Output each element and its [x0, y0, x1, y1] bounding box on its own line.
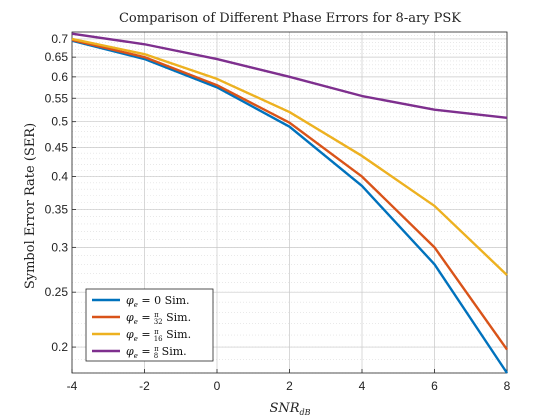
y-tick-label: 0.65 [45, 50, 69, 64]
y-tick-label: 0.3 [51, 240, 68, 254]
x-tick-label: 8 [504, 379, 511, 393]
y-tick-label: 0.45 [45, 141, 69, 155]
legend-fraction-num: π [154, 311, 159, 319]
legend-symbol: φ [126, 328, 134, 341]
legend-fraction-den: 16 [154, 335, 163, 343]
series-group [71, 32, 508, 374]
legend-subscript: e [134, 352, 138, 360]
x-tick-label: 2 [286, 379, 293, 393]
legend-subscript: e [134, 335, 138, 343]
legend-equals: = [138, 294, 154, 307]
x-tick-label: -2 [139, 379, 150, 393]
legend-subscript: e [134, 318, 138, 326]
series-line-2 [71, 38, 508, 351]
tick-labels: -4 -2 0 2 4 6 8 0.2 0.25 0.3 0.35 0.4 0.45 0.5 0.55 0.6… [45, 32, 511, 393]
y-tick-label: 0.2 [51, 340, 68, 354]
legend-equals: = [138, 345, 154, 358]
legend-fraction-num: π [154, 345, 159, 353]
chart-title: Comparison of Different Phase Errors for… [119, 11, 461, 26]
legend: φe = 0 Sim.φe = π 32 Sim.φe = π 16 Sim.φe … [85, 288, 214, 362]
legend-label: φe = π 16 Sim. [126, 328, 191, 343]
legend-entry: φe = π 32 Sim. [126, 311, 191, 326]
series-line-4 [71, 32, 508, 119]
y-tick-label: 0.25 [45, 285, 69, 299]
legend-symbol: φ [126, 311, 134, 324]
x-tick-label: 0 [214, 379, 221, 393]
legend-suffix: Sim. [158, 345, 186, 358]
x-axis-label: SNRdB [269, 401, 310, 417]
x-tick-label: 4 [359, 379, 366, 393]
y-axis-label: Symbol Error Rate (SER) [23, 123, 38, 289]
legend-equals: = [138, 328, 154, 341]
series-line-1 [71, 39, 508, 374]
legend-label: φe = π 32 Sim. [126, 311, 191, 326]
legend-symbol: φ [126, 345, 134, 358]
series-line-3 [71, 37, 508, 276]
legend-fraction-den: 8 [154, 352, 158, 360]
legend-value: 0 [154, 294, 161, 307]
x-axis-label-base: SNR [269, 401, 299, 416]
x-axis-label-subscript: dB [300, 408, 311, 417]
legend-fraction-num: π [154, 328, 159, 336]
y-tick-label: 0.6 [51, 70, 68, 84]
legend-equals: = [138, 311, 154, 324]
legend-fraction-den: 32 [154, 318, 163, 326]
legend-entry: φe = 0 Sim. [126, 294, 190, 309]
legend-symbol: φ [126, 294, 134, 307]
y-tick-label: 0.35 [45, 202, 69, 216]
y-tick-label: 0.5 [51, 115, 68, 129]
legend-subscript: e [134, 301, 138, 309]
y-tick-label: 0.7 [51, 32, 68, 46]
legend-label: φe = 0 Sim. [126, 294, 190, 309]
y-tick-label: 0.55 [45, 91, 69, 105]
legend-entry: φe = π 16 Sim. [126, 328, 191, 343]
x-tick-label: 6 [431, 379, 438, 393]
y-tick-label: 0.4 [51, 170, 68, 184]
legend-suffix: Sim. [163, 311, 191, 324]
x-tick-label: -4 [67, 379, 78, 393]
legend-suffix: Sim. [161, 294, 189, 307]
legend-suffix: Sim. [163, 328, 191, 341]
